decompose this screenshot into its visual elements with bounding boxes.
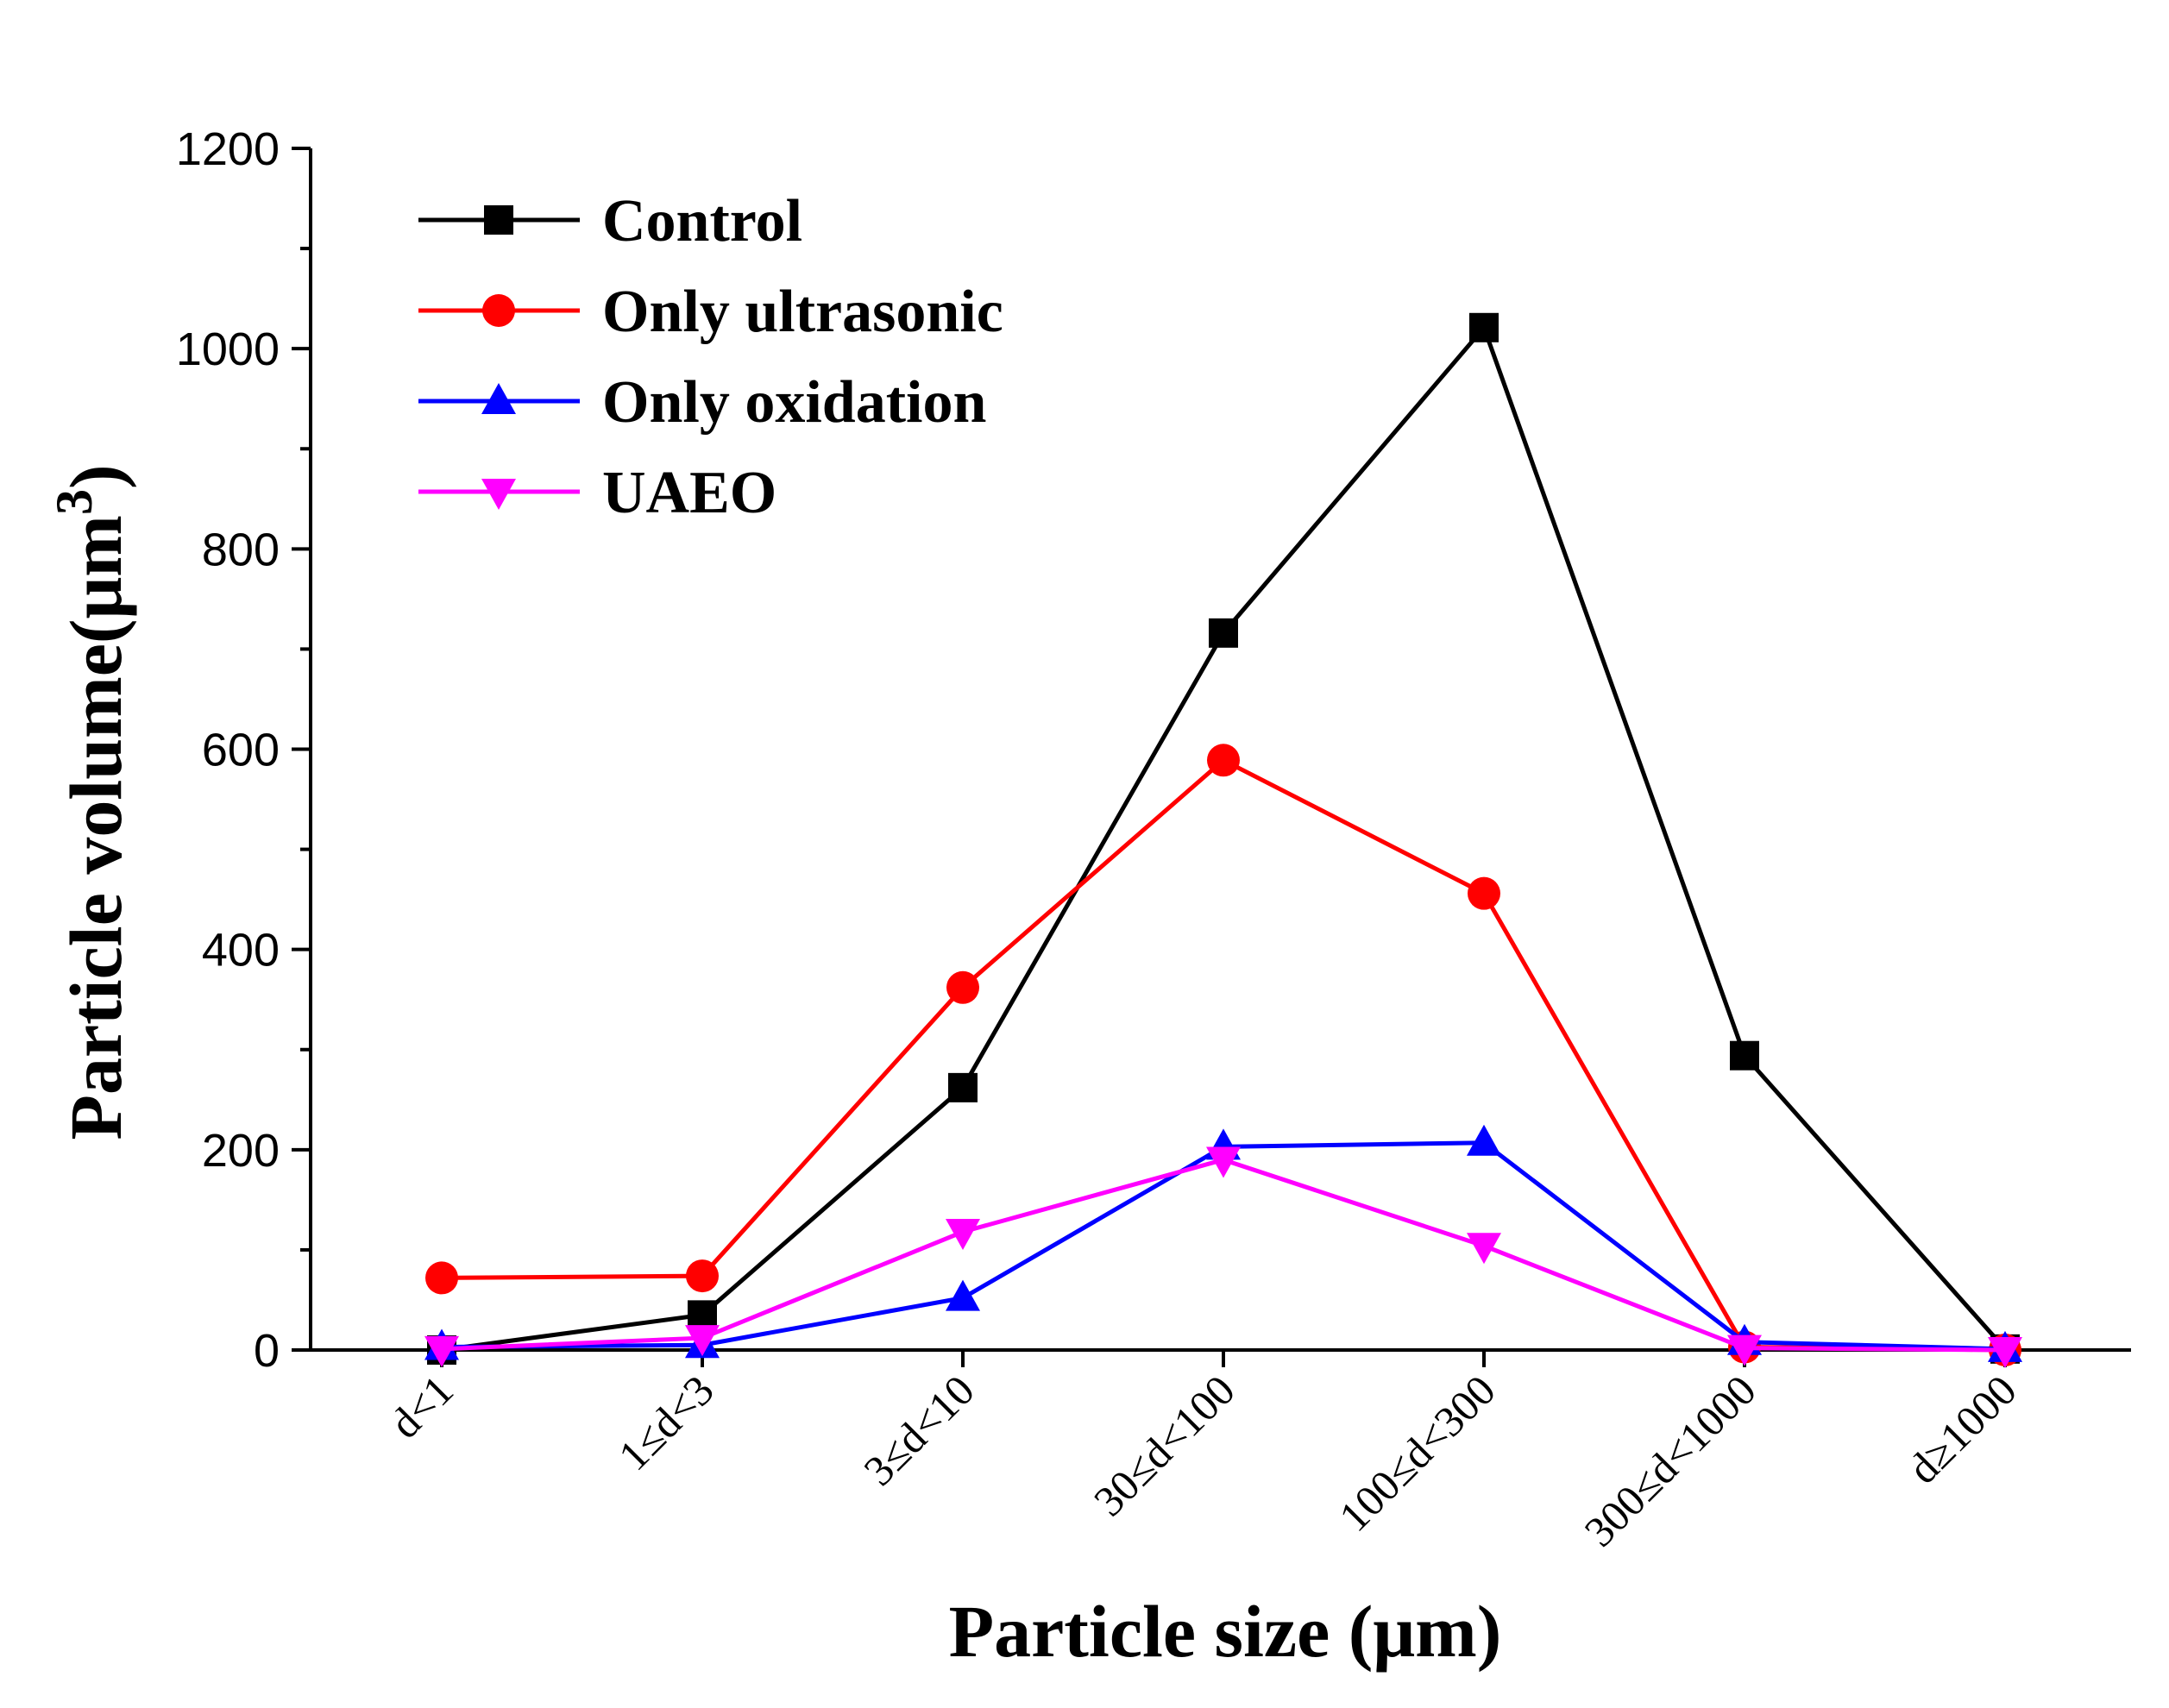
y-axis-title: Particle volume(μm3) [46,464,137,1140]
data-point-only-ultrasonic [1207,744,1240,777]
data-point-only-oxidation [946,1279,980,1311]
legend-marker [481,479,516,510]
data-point-uaeo [685,1325,720,1357]
y-axis-title-main: Particle volume(μm [54,515,137,1140]
legend-item-only-ultrasonic: Only ultrasonic [418,279,1003,345]
legend-marker [481,383,516,414]
legend-marker [482,294,515,327]
data-point-uaeo [1988,1337,2022,1368]
data-point-control [948,1072,978,1102]
x-tick-label: 300≤d<1000 [1575,1366,1764,1555]
x-tick-label: d≥1000 [1898,1366,2025,1492]
y-axis-title-close: ) [54,464,137,489]
data-point-uaeo [946,1219,980,1251]
x-tick-label: 100≤d<300 [1330,1366,1505,1541]
data-point-only-ultrasonic [946,970,979,1004]
data-point-uaeo [424,1335,459,1367]
data-point-control [1730,1040,1759,1071]
data-point-control [1469,312,1499,342]
data-point-only-oxidation [1467,1124,1501,1156]
data-point-control [688,1300,717,1330]
legend-marker [484,205,513,235]
x-axis-title: Particle size (μm) [949,1590,1502,1673]
x-tick-label: 30≤d<100 [1084,1366,1244,1525]
data-point-uaeo [1727,1334,1762,1366]
x-tick-label: 3≤d<10 [854,1366,984,1495]
series-uaeo [424,1146,2022,1368]
y-tick-label: 400 [202,925,280,976]
series-line-uaeo [441,1157,2006,1353]
data-point-uaeo [1467,1233,1501,1265]
data-point-control [1209,618,1238,648]
x-tick-label: d<1 [380,1366,462,1447]
legend-label: Only oxidation [602,369,986,436]
data-point-only-ultrasonic [425,1261,458,1295]
y-tick-label: 1000 [176,323,280,375]
y-tick-label: 600 [202,725,280,776]
legend-label: UAEO [602,460,776,526]
data-point-only-ultrasonic [686,1259,719,1293]
y-tick-label: 1200 [176,123,280,175]
y-tick-label: 800 [202,524,280,575]
axes: 0 200 400 600 800 1000 1200 d<1 1≤d<3 3≤d<10 30≤d<… [176,123,2131,1556]
legend: Control Only ultrasonic Only oxidation UAEO [418,188,1003,526]
legend-item-only-oxidation: Only oxidation [418,369,986,436]
series-layer [424,312,2022,1368]
legend-item-control: Control [418,188,802,254]
data-point-uaeo [1206,1146,1241,1178]
series-line-only-ultrasonic [441,757,2006,1353]
y-tick-label: 0 [254,1325,280,1377]
legend-label: Control [602,188,802,254]
y-tick-label: 200 [202,1125,280,1177]
x-tick-label: 1≤d<3 [609,1366,723,1479]
data-point-only-ultrasonic [1468,876,1500,910]
legend-label: Only ultrasonic [602,279,1003,345]
y-axis-title-superscript: 3 [46,489,103,515]
legend-item-uaeo: UAEO [418,460,776,526]
series-only-ultrasonic [425,744,2021,1366]
